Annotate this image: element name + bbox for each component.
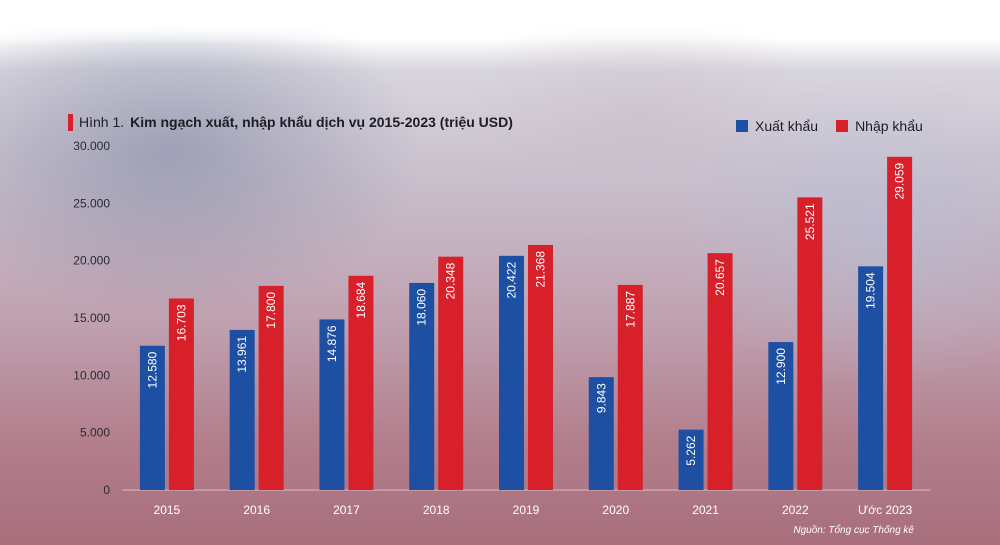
x-tick-label: 2015 bbox=[154, 503, 181, 517]
bar-export bbox=[409, 282, 435, 490]
bar-label-export: 18.060 bbox=[415, 289, 429, 326]
bar-label-import: 20.348 bbox=[444, 262, 458, 299]
legend-label-import: Nhập khẩu bbox=[855, 118, 923, 134]
bar-label-export: 14.876 bbox=[325, 325, 339, 362]
chart-title-prefix: Hình 1. bbox=[79, 114, 125, 130]
bar-label-import: 17.887 bbox=[623, 291, 637, 328]
bar-import bbox=[528, 244, 553, 490]
bar-import bbox=[258, 285, 284, 490]
y-tick-label: 0 bbox=[103, 483, 110, 497]
bar-label-import: 25.521 bbox=[803, 203, 817, 240]
bar-import bbox=[348, 275, 374, 490]
bar-import bbox=[707, 253, 733, 490]
bar-import bbox=[887, 156, 913, 490]
bar-label-import: 20.657 bbox=[713, 259, 727, 296]
bar-export bbox=[499, 255, 524, 490]
bar-label-import: 21.368 bbox=[534, 251, 548, 288]
y-tick-label: 20.000 bbox=[73, 254, 110, 268]
x-tick-label: 2020 bbox=[602, 503, 629, 517]
x-tick-label: 2022 bbox=[782, 503, 809, 517]
bar-import bbox=[438, 256, 464, 490]
bar-label-export: 9.843 bbox=[594, 383, 608, 413]
bar-label-export: 13.961 bbox=[235, 336, 249, 373]
background-top-fade bbox=[0, 0, 1000, 44]
bar-export bbox=[588, 377, 614, 490]
bar-label-export: 12.900 bbox=[774, 348, 788, 385]
bar-label-export: 12.580 bbox=[145, 351, 159, 388]
bar-label-import: 17.800 bbox=[264, 292, 278, 329]
bar-label-import: 18.684 bbox=[354, 281, 368, 318]
chart-title: Hình 1. Kim ngạch xuất, nhập khẩu dịch v… bbox=[68, 111, 513, 133]
source-note: Nguồn: Tổng cục Thống kê bbox=[793, 525, 914, 536]
bar-export bbox=[319, 319, 345, 490]
bar-label-export: 20.422 bbox=[505, 262, 519, 299]
bar-export bbox=[858, 266, 884, 490]
bar-import bbox=[617, 284, 643, 490]
y-tick-label: 15.000 bbox=[73, 311, 110, 325]
x-tick-label: 2019 bbox=[513, 503, 540, 517]
bar-label-export: 19.504 bbox=[864, 272, 878, 309]
legend-swatch-export bbox=[736, 120, 748, 132]
bar-export bbox=[139, 345, 165, 490]
title-marker bbox=[68, 113, 73, 131]
y-tick-label: 30.000 bbox=[73, 139, 110, 153]
legend-swatch-import bbox=[836, 120, 849, 132]
bar-label-import: 29.059 bbox=[893, 162, 907, 199]
bar-import bbox=[168, 298, 194, 490]
y-tick-label: 10.000 bbox=[73, 368, 110, 382]
legend-item-export: Xuất khẩu bbox=[736, 118, 818, 134]
legend: Xuất khẩu Nhập khẩu bbox=[736, 118, 923, 134]
x-tick-label: Ước 2023 bbox=[858, 503, 912, 517]
x-tick-label: 2021 bbox=[692, 503, 719, 517]
y-tick-label: 25.000 bbox=[73, 196, 110, 210]
bar-export bbox=[678, 429, 704, 490]
bar-export bbox=[768, 342, 794, 490]
legend-item-import: Nhập khẩu bbox=[836, 118, 923, 134]
x-tick-label: 2017 bbox=[333, 503, 360, 517]
bar-label-import: 16.703 bbox=[174, 304, 188, 341]
x-tick-label: 2016 bbox=[243, 503, 270, 517]
bar-import bbox=[797, 197, 823, 491]
bar-export bbox=[229, 329, 255, 490]
x-tick-label: 2018 bbox=[423, 503, 450, 517]
legend-label-export: Xuất khẩu bbox=[755, 118, 819, 134]
chart-title-text: Kim ngạch xuất, nhập khẩu dịch vụ 2015-2… bbox=[130, 114, 513, 130]
y-tick-label: 5.000 bbox=[80, 426, 110, 440]
bar-label-export: 5.262 bbox=[684, 435, 698, 465]
